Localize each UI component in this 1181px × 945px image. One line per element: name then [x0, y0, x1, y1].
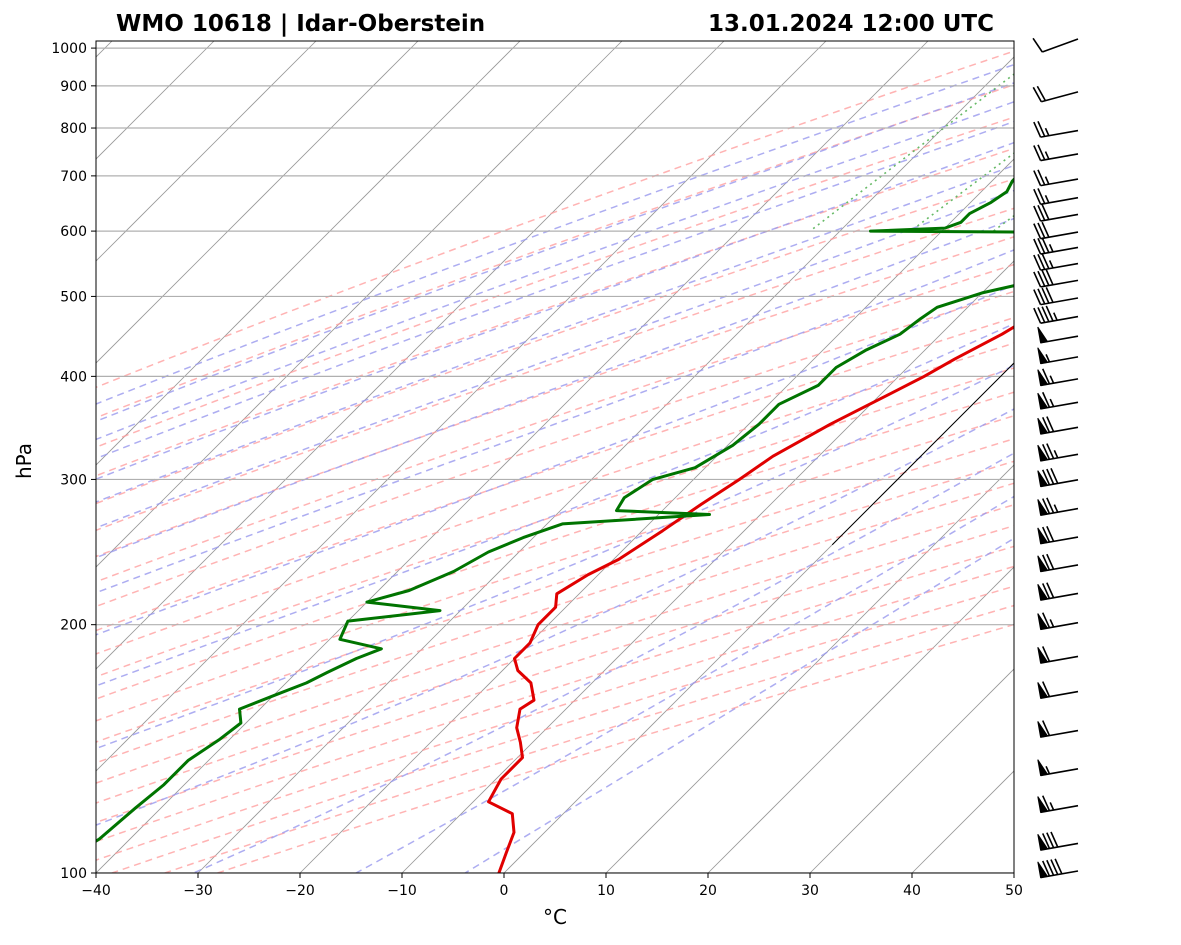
y-tick-label: 700: [60, 169, 87, 185]
y-tick-label: 1000: [51, 41, 87, 57]
y-tick-label: 100: [60, 866, 87, 882]
x-tick-label: −30: [183, 883, 213, 899]
y-tick-label: 200: [60, 618, 87, 634]
x-tick-label: 40: [903, 883, 921, 899]
y-tick-label: 900: [60, 79, 87, 95]
y-axis-label: hPa: [12, 443, 36, 479]
x-tick-label: 20: [699, 883, 717, 899]
y-tick-label: 400: [60, 369, 87, 385]
x-tick-label: 0: [500, 883, 509, 899]
x-tick-label: −20: [285, 883, 315, 899]
y-tick-label: 600: [60, 224, 87, 240]
x-tick-label: 50: [1005, 883, 1023, 899]
x-tick-label: −40: [81, 883, 111, 899]
x-axis-label: °C: [543, 905, 567, 929]
chart-title-station: WMO 10618 | Idar-Oberstein: [116, 11, 485, 37]
y-tick-label: 800: [60, 121, 87, 137]
x-tick-label: −10: [387, 883, 417, 899]
x-tick-label: 30: [801, 883, 819, 899]
x-tick-label: 10: [597, 883, 615, 899]
y-tick-label: 500: [60, 289, 87, 305]
y-tick-label: 300: [60, 472, 87, 488]
chart-title-time: 13.01.2024 12:00 UTC: [708, 11, 994, 37]
